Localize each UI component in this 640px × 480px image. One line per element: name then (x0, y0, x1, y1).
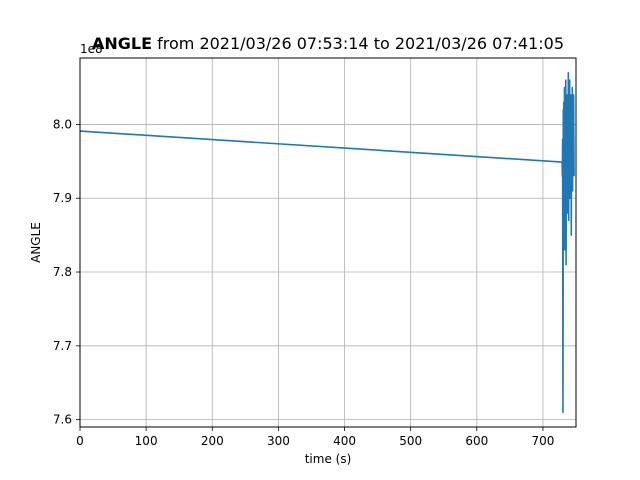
chart-title-rest: from 2021/03/26 07:53:14 to 2021/03/26 0… (152, 34, 564, 53)
series-layer (79, 71, 575, 414)
x-tick-label: 600 (465, 434, 488, 448)
series-line (79, 71, 575, 414)
chart-title-bold: ANGLE (92, 34, 152, 53)
y-tick-label: 7.8 (53, 265, 72, 279)
x-tick-label: 0 (76, 434, 84, 448)
y-offset-label: 1e8 (80, 42, 103, 56)
x-axis-label: time (s) (305, 452, 352, 466)
x-tick-label: 200 (201, 434, 224, 448)
y-tick-label: 7.7 (53, 339, 72, 353)
grid (79, 58, 576, 427)
x-axis: 0 100 200 300 400 500 600 700 (76, 427, 554, 448)
x-tick-label: 300 (267, 434, 290, 448)
x-tick-label: 500 (399, 434, 422, 448)
chart-title: ANGLE from 2021/03/26 07:53:14 to 2021/0… (92, 34, 564, 53)
y-tick-label: 7.6 (53, 413, 72, 427)
y-tick-label: 7.9 (53, 191, 72, 205)
x-tick-label: 100 (135, 434, 158, 448)
plot-frame (79, 57, 577, 428)
y-tick-label: 8.0 (53, 117, 72, 131)
y-axis-label: ANGLE (29, 222, 43, 263)
x-tick-label: 400 (333, 434, 356, 448)
x-tick-label: 700 (531, 434, 554, 448)
y-axis: 7.6 7.7 7.8 7.9 8.0 (53, 117, 80, 427)
